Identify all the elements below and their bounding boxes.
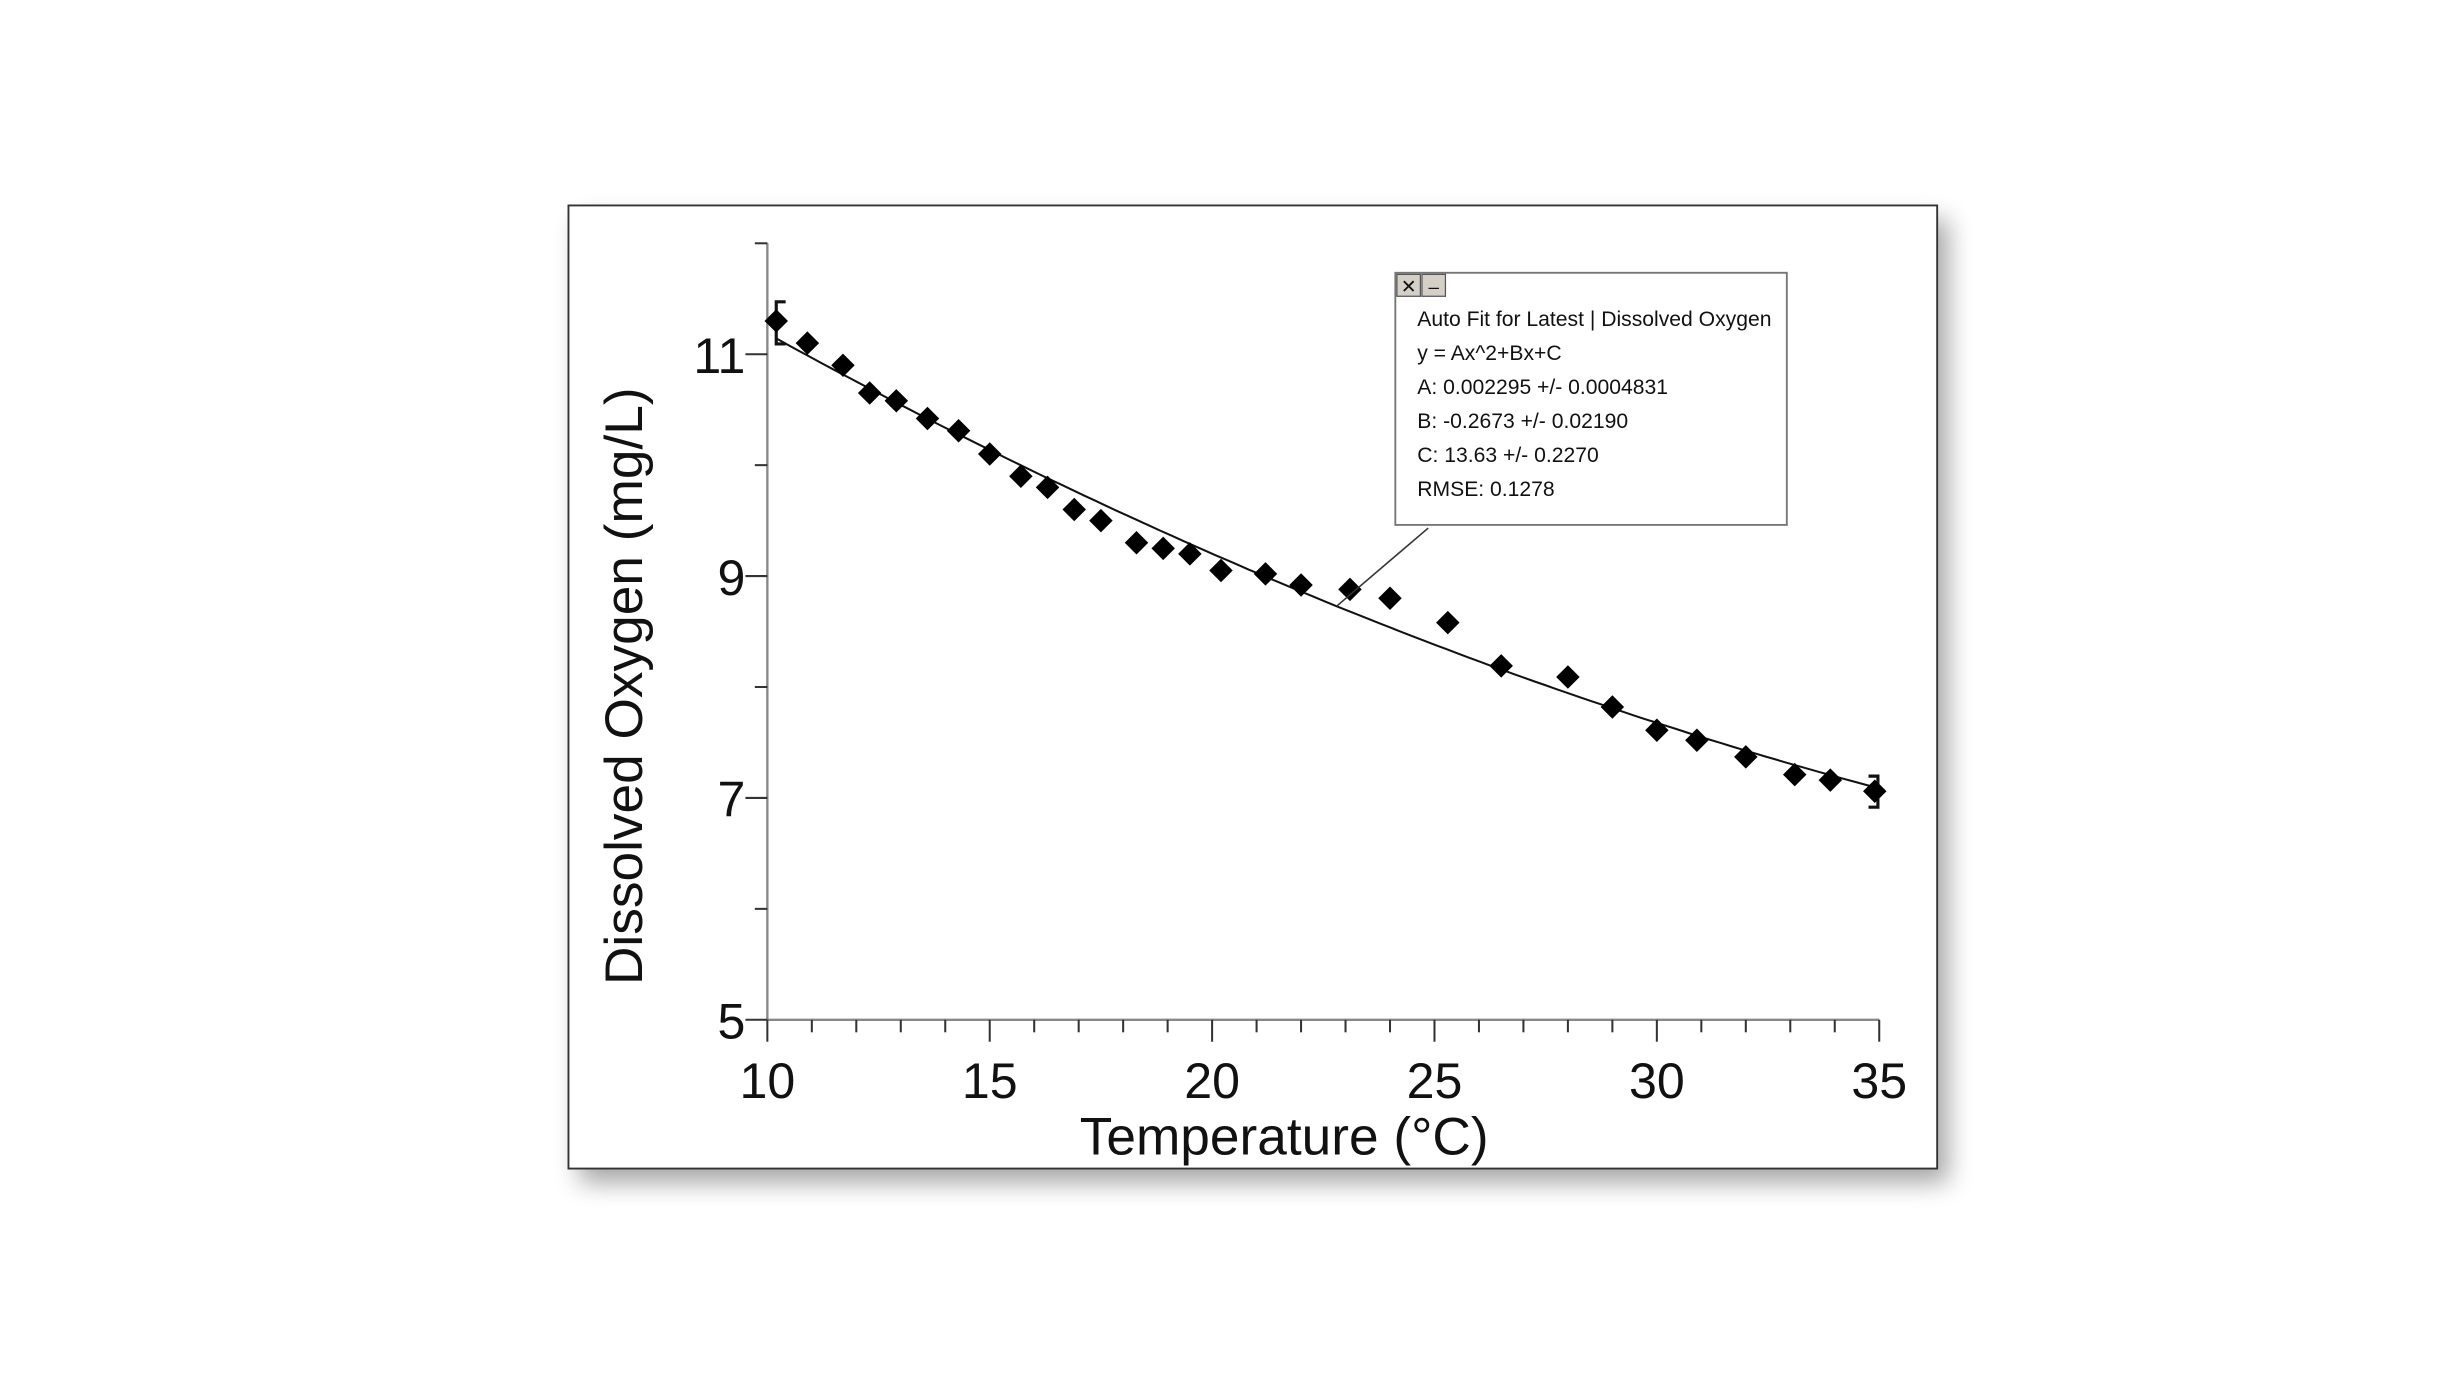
- data-point: [1178, 542, 1202, 566]
- annotation-box: [1394, 271, 1788, 526]
- data-point: [1600, 695, 1625, 719]
- close-button-bg: [1396, 273, 1422, 297]
- x-tick-label: 35: [1851, 1053, 1907, 1109]
- data-point: [1089, 508, 1113, 533]
- data-point: [831, 353, 855, 378]
- annotation-line: Auto Fit for Latest | Dissolved Oxygen: [1417, 308, 1771, 331]
- data-point: [1782, 762, 1807, 787]
- data-point: [1009, 464, 1033, 488]
- data-point: [946, 419, 971, 443]
- minimize-button[interactable]: –: [1421, 273, 1447, 297]
- data-point: [1035, 475, 1060, 500]
- annotation-leader-line: [1336, 527, 1429, 607]
- data-point: [977, 442, 1002, 466]
- data-point: [1685, 728, 1709, 752]
- data-point: [1489, 654, 1513, 678]
- y-tick-label: 11: [693, 328, 745, 384]
- x-tick-label: 20: [1184, 1053, 1240, 1109]
- data-point: [1734, 745, 1758, 769]
- annotation-line: RMSE: 0.1278: [1417, 478, 1554, 501]
- data-point: [795, 331, 820, 355]
- annotation-line: y = Ax^2+Bx+C: [1417, 342, 1561, 365]
- y-tick-label: 7: [718, 772, 746, 828]
- minimize-icon: –: [1428, 276, 1439, 297]
- annotation-line: A: 0.002295 +/- 0.0004831: [1417, 376, 1668, 399]
- x-tick-label: 30: [1629, 1053, 1685, 1109]
- close-button[interactable]: ✕: [1396, 273, 1422, 297]
- y-tick-label: 9: [718, 550, 746, 606]
- data-point: [915, 406, 940, 431]
- minimize-button-bg: [1421, 273, 1447, 297]
- y-axis-label: Dissolved Oxygen (mg/L): [595, 387, 654, 985]
- data-point: [884, 389, 909, 413]
- annotation-line: B: -0.2673 +/- 0.02190: [1417, 410, 1628, 433]
- close-icon: ✕: [1401, 276, 1417, 297]
- data-point: [1645, 718, 1669, 743]
- x-tick-label: 15: [962, 1053, 1018, 1109]
- x-axis-label: Temperature (°C): [1080, 1107, 1489, 1166]
- data-point: [857, 381, 882, 405]
- data-point: [1124, 531, 1149, 555]
- x-tick-label: 25: [1407, 1053, 1463, 1109]
- data-point: [1209, 558, 1233, 583]
- data-point: [1378, 586, 1402, 611]
- annotation-line: C: 13.63 +/- 0.2270: [1417, 444, 1598, 467]
- y-tick-label: 5: [718, 994, 746, 1050]
- x-tick-label: 10: [739, 1053, 795, 1109]
